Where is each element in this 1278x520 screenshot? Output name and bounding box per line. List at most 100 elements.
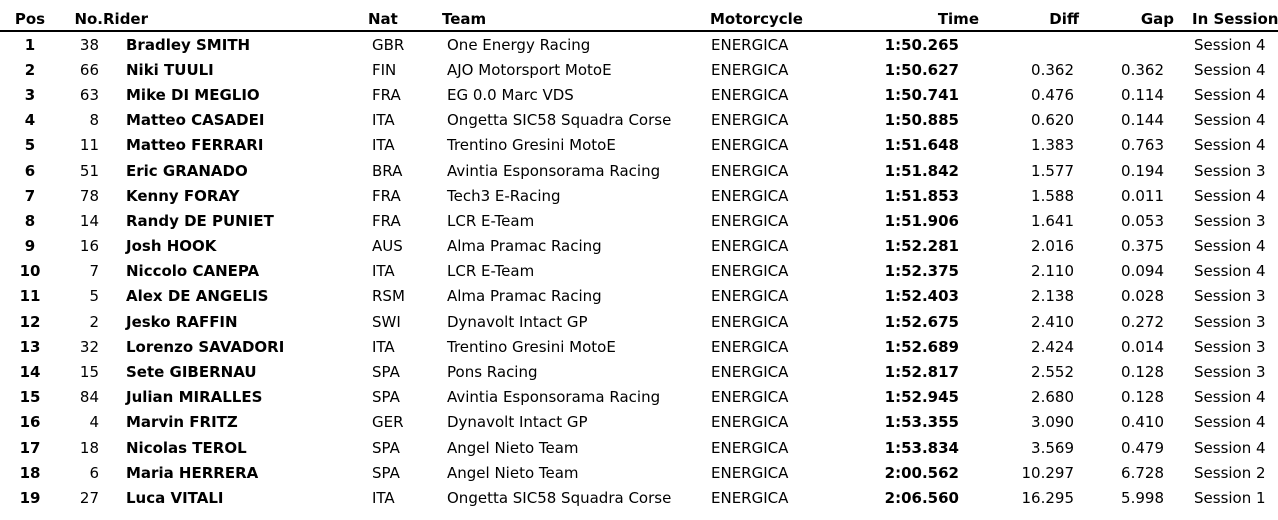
gap-cell: 0.272 [1121, 312, 1164, 331]
session-cell: Session 4 [1194, 35, 1266, 54]
diff-cell: 3.090 [1031, 413, 1074, 432]
rider-cell: Niccolo CANEPA [126, 262, 260, 281]
table-row: 7 78 Kenny FORAY FRA Tech3 E-Racing ENERGICA 1… [0, 183, 1278, 208]
time-cell: 1:52.675 [884, 312, 959, 331]
header-rider: Rider [103, 10, 148, 28]
motorcycle-cell: ENERGICA [711, 211, 789, 230]
table-row: 18 6 Maria HERRERA SPA Angel Nieto Team ENERG… [0, 460, 1278, 485]
motorcycle-cell: ENERGICA [711, 363, 789, 382]
nat-cell: FIN [372, 60, 397, 79]
rider-cell: Alex DE ANGELIS [126, 287, 269, 306]
header-row: Pos No. Rider Nat Team Motorcycle Time D… [0, 8, 1278, 31]
nat-cell: ITA [372, 337, 395, 356]
team-cell: Dynavolt Intact GP [447, 413, 588, 432]
diff-cell: 2.110 [1031, 262, 1074, 281]
number-cell: 16 [79, 237, 99, 256]
number-cell: 51 [79, 161, 99, 180]
session-cell: Session 4 [1194, 388, 1266, 407]
session-cell: Session 3 [1194, 337, 1266, 356]
gap-cell [1094, 31, 1194, 57]
gap-cell: 0.763 [1121, 136, 1164, 155]
diff-cell: 2.016 [1031, 237, 1074, 256]
number-cell: 6 [89, 463, 99, 482]
number-cell: 8 [89, 111, 99, 130]
diff-cell [979, 31, 1094, 57]
rider-cell: Bradley SMITH [126, 35, 251, 54]
team-cell: One Energy Racing [447, 35, 591, 54]
diff-cell: 2.138 [1031, 287, 1074, 306]
rider-cell: Randy DE PUNIET [126, 211, 274, 230]
team-cell: Pons Racing [447, 363, 538, 382]
rider-cell: Eric GRANADO [126, 161, 248, 180]
motorcycle-cell: ENERGICA [711, 237, 789, 256]
time-cell: 1:52.375 [884, 262, 959, 281]
session-cell: Session 4 [1194, 60, 1266, 79]
nat-cell: FRA [372, 186, 401, 205]
motorcycle-cell: ENERGICA [711, 136, 789, 155]
pos-cell: 5 [24, 136, 36, 155]
diff-cell: 2.680 [1031, 388, 1074, 407]
gap-cell: 0.128 [1121, 388, 1164, 407]
motorcycle-cell: ENERGICA [711, 186, 789, 205]
motorcycle-cell: ENERGICA [711, 161, 789, 180]
time-cell: 1:50.885 [884, 111, 959, 130]
diff-cell: 3.569 [1031, 438, 1074, 457]
session-cell: Session 3 [1194, 161, 1266, 180]
gap-cell: 0.362 [1121, 60, 1164, 79]
nat-cell: SPA [372, 388, 400, 407]
team-cell: Ongetta SIC58 Squadra Corse [447, 488, 672, 507]
pos-cell: 14 [19, 363, 41, 382]
pos-cell: 13 [19, 337, 41, 356]
pos-cell: 10 [19, 262, 41, 281]
diff-cell: 2.552 [1031, 363, 1074, 382]
team-cell: EG 0.0 Marc VDS [447, 85, 574, 104]
team-cell: Dynavolt Intact GP [447, 312, 588, 331]
time-cell: 1:52.817 [884, 363, 959, 382]
rider-cell: Marvin FRITZ [126, 413, 238, 432]
nat-cell: BRA [372, 161, 403, 180]
session-cell: Session 4 [1194, 85, 1266, 104]
team-cell: AJO Motorsport MotoE [447, 60, 612, 79]
nat-cell: FRA [372, 211, 401, 230]
gap-cell: 0.011 [1121, 186, 1164, 205]
rider-cell: Julian MIRALLES [126, 388, 263, 407]
nat-cell: AUS [372, 237, 403, 256]
gap-cell: 0.410 [1121, 413, 1164, 432]
diff-cell: 1.577 [1031, 161, 1074, 180]
nat-cell: SPA [372, 438, 400, 457]
gap-cell: 0.128 [1121, 363, 1164, 382]
team-cell: Angel Nieto Team [447, 463, 579, 482]
number-cell: 11 [79, 136, 99, 155]
nat-cell: ITA [372, 136, 395, 155]
gap-cell: 0.194 [1121, 161, 1164, 180]
pos-cell: 4 [24, 111, 36, 130]
diff-cell: 1.383 [1031, 136, 1074, 155]
table-row: 8 14 Randy DE PUNIET FRA LCR E-Team ENERGICA 1… [0, 208, 1278, 233]
time-cell: 1:52.281 [884, 237, 959, 256]
diff-cell: 0.362 [1031, 60, 1074, 79]
time-cell: 1:50.627 [884, 60, 959, 79]
motorcycle-cell: ENERGICA [711, 85, 789, 104]
time-cell: 1:51.648 [884, 136, 959, 155]
session-cell: Session 3 [1194, 211, 1266, 230]
team-cell: Avintia Esponsorama Racing [447, 161, 661, 180]
time-cell: 2:00.562 [884, 463, 959, 482]
number-cell: 7 [89, 262, 99, 281]
time-cell: 1:50.741 [884, 85, 959, 104]
diff-cell: 10.297 [1021, 463, 1075, 482]
table-row: 9 16 Josh HOOK AUS Alma Pramac Racing ENERGIC… [0, 234, 1278, 259]
session-cell: Session 4 [1194, 413, 1266, 432]
diff-cell: 2.424 [1031, 337, 1074, 356]
session-cell: Session 4 [1194, 136, 1266, 155]
table-row: 19 27 Luca VITALI ITA Ongetta SIC58 Squadra … [0, 485, 1278, 510]
session-cell: Session 3 [1194, 363, 1266, 382]
time-cell: 1:51.853 [884, 186, 959, 205]
team-cell: Angel Nieto Team [447, 438, 579, 457]
table-row: 12 2 Jesko RAFFIN SWI Dynavolt Intact GP ENER… [0, 309, 1278, 334]
table-row: 16 4 Marvin FRITZ GER Dynavolt Intact GP ENER… [0, 410, 1278, 435]
motorcycle-cell: ENERGICA [711, 337, 789, 356]
pos-cell: 8 [24, 211, 36, 230]
number-cell: 15 [79, 363, 99, 382]
nat-cell: ITA [372, 262, 395, 281]
number-cell: 27 [79, 488, 99, 507]
